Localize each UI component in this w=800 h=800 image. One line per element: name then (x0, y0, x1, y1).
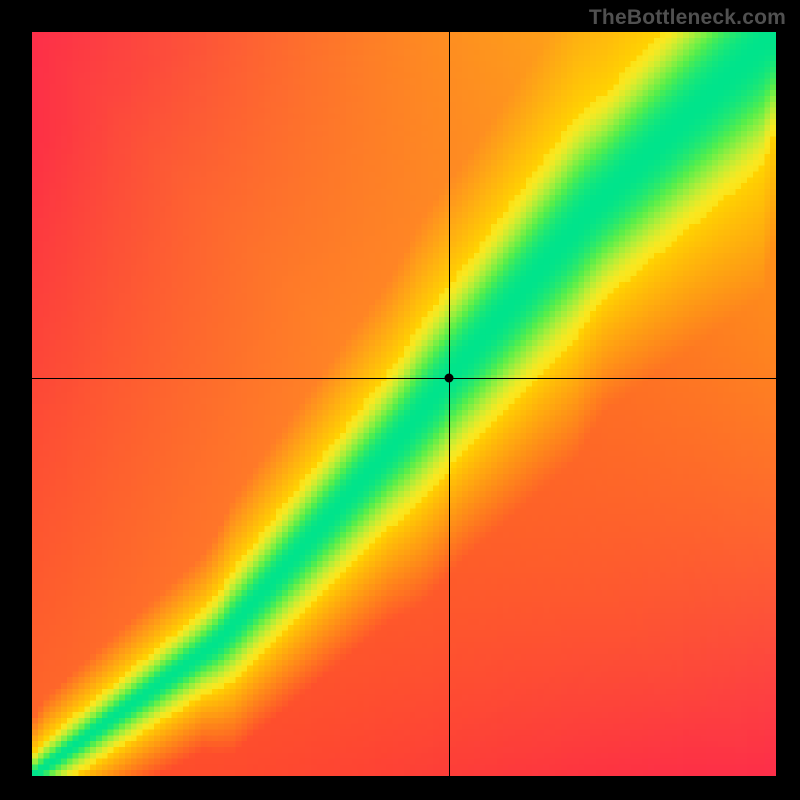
crosshair-marker (445, 373, 454, 382)
crosshair-horizontal (32, 378, 776, 379)
crosshair-vertical (449, 32, 450, 776)
watermark-text: TheBottleneck.com (589, 6, 786, 30)
heatmap-canvas (32, 32, 776, 776)
heatmap-plot-area (32, 32, 776, 776)
